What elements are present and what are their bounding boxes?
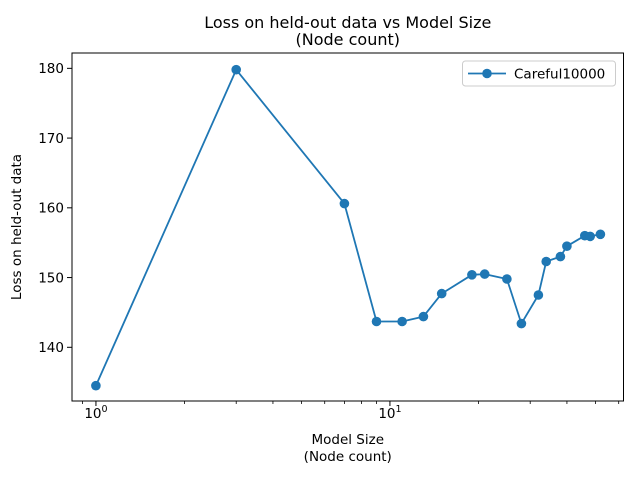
data-points [91, 64, 606, 391]
y-tick-label: 140 [38, 340, 64, 356]
y-axis-tick-labels: 140 150 160 170 180 [38, 61, 64, 356]
data-point [533, 290, 544, 300]
data-point [562, 241, 572, 251]
y-tick-label: 170 [38, 131, 64, 147]
data-point [479, 269, 490, 279]
data-point [585, 231, 595, 242]
data-point [231, 64, 241, 75]
legend-label: Careful10000 [514, 67, 605, 83]
legend: Careful10000 [462, 60, 616, 87]
data-point [436, 288, 447, 299]
x-axis-tick-labels: 100 101 [84, 404, 401, 422]
y-tick-label: 160 [38, 201, 64, 217]
data-point [541, 256, 551, 267]
y-axis-label: Loss on held-out data [9, 154, 25, 300]
y-axis-major-ticks [67, 67, 72, 348]
data-point [502, 274, 512, 284]
data-point [339, 198, 350, 209]
x-axis-sublabel: (Node count) [304, 449, 392, 465]
legend-marker-icon [482, 68, 492, 79]
data-point [418, 311, 429, 322]
data-point [516, 318, 527, 329]
x-tick-label: 101 [378, 404, 401, 422]
data-point [595, 229, 606, 240]
data-point [371, 316, 382, 327]
chart-title: Loss on held-out data vs Model Size [204, 13, 491, 32]
y-tick-label: 150 [38, 270, 64, 286]
plot-border [71, 52, 624, 402]
y-tick-label: 180 [38, 61, 64, 77]
data-point [91, 380, 101, 391]
legend-box [462, 60, 616, 87]
x-tick-label: 100 [84, 404, 107, 422]
x-axis-label: Model Size [311, 432, 384, 448]
chart-subtitle: (Node count) [296, 30, 400, 49]
data-point [467, 270, 477, 280]
data-point [397, 316, 407, 327]
data-point [555, 251, 566, 262]
x-axis-major-ticks [95, 401, 391, 406]
